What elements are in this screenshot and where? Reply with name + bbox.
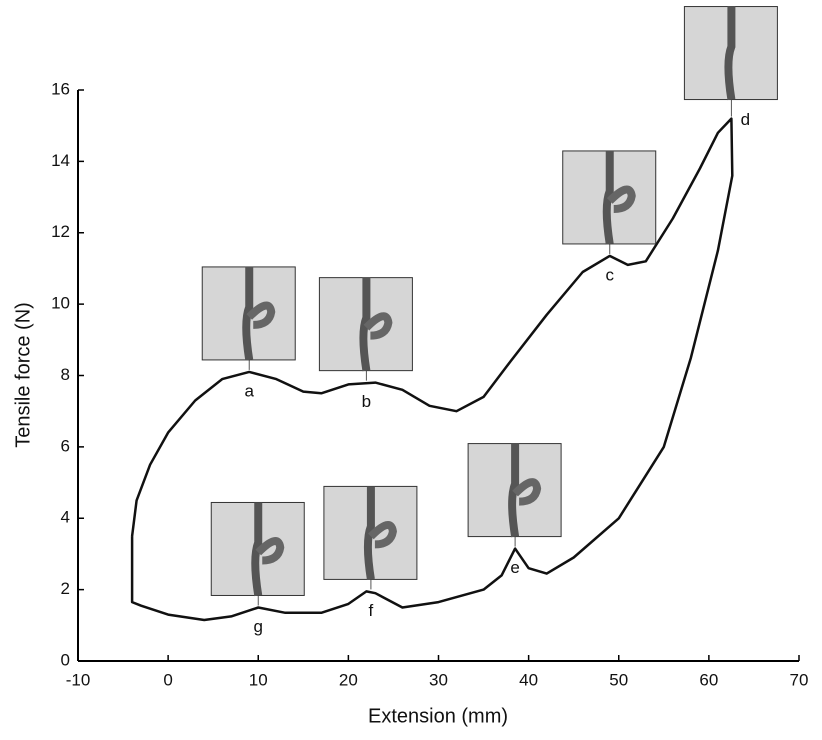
x-tick-label: 40 [519, 670, 538, 689]
inset-photo [323, 485, 418, 581]
y-tick-label: 4 [61, 508, 70, 527]
y-tick-label: 6 [61, 436, 70, 455]
y-tick-label: 2 [61, 579, 70, 598]
inset-photo [201, 266, 296, 361]
data-line [130, 117, 734, 622]
x-tick-label: 0 [163, 670, 172, 689]
annotation-label: e [510, 558, 519, 577]
x-tick-label: 10 [249, 670, 268, 689]
y-tick-label: 12 [51, 222, 70, 241]
inset-photo [318, 277, 413, 372]
rope [242, 266, 254, 361]
rope-knot [606, 185, 636, 213]
rope [508, 443, 520, 538]
x-axis-label: Extension (mm) [368, 705, 508, 727]
y-axis-label: Tensile force (N) [12, 302, 34, 448]
rope-knot [512, 478, 542, 506]
rope [359, 277, 371, 372]
rope-knot [255, 537, 285, 565]
annotation-label: c [605, 265, 614, 284]
y-tick-label: 14 [51, 151, 70, 170]
rope [251, 502, 263, 597]
annotation-label: b [362, 392, 371, 411]
x-tick-label: -10 [66, 670, 91, 689]
rope [602, 150, 614, 245]
rope [363, 486, 375, 581]
rope-knot [368, 521, 397, 549]
rope-knot [363, 312, 393, 340]
annotation-label: g [254, 617, 263, 636]
inset-photo [467, 443, 562, 538]
x-tick-label: 20 [339, 670, 358, 689]
x-tick-label: 60 [699, 670, 718, 689]
inset-photo [210, 501, 305, 597]
inset-photo [683, 6, 778, 101]
annotation-label: f [369, 601, 374, 620]
rope-knot [246, 301, 276, 329]
y-tick-label: 0 [61, 650, 70, 669]
x-tick-label: 50 [609, 670, 628, 689]
rope [724, 6, 736, 101]
y-tick-label: 8 [61, 365, 70, 384]
y-tick-label: 16 [51, 79, 70, 98]
y-tick-label: 10 [51, 294, 70, 313]
annotation-label: a [245, 381, 255, 400]
x-tick-label: 70 [790, 670, 809, 689]
inset-photo [562, 150, 657, 245]
x-tick-label: 30 [429, 670, 448, 689]
annotation-label: d [741, 110, 750, 129]
